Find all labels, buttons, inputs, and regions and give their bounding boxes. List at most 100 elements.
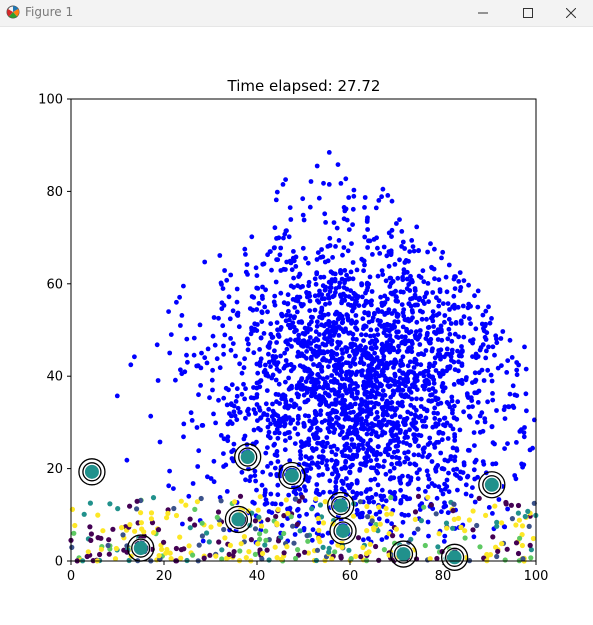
scatter-point bbox=[374, 356, 379, 362]
scatter-point bbox=[440, 491, 446, 497]
scatter-point bbox=[320, 283, 326, 289]
scatter-point bbox=[428, 241, 433, 247]
scatter-point bbox=[364, 414, 370, 420]
scatter-point bbox=[278, 290, 284, 296]
scatter-point bbox=[290, 297, 296, 302]
scatter-point bbox=[422, 301, 427, 306]
scatter-point bbox=[436, 484, 442, 490]
scatter-point bbox=[367, 509, 372, 515]
scatter-point bbox=[360, 544, 366, 551]
scatter-point bbox=[363, 324, 369, 329]
scatter-point bbox=[318, 412, 323, 417]
scatter-point bbox=[293, 402, 299, 408]
scatter-point bbox=[258, 523, 265, 529]
scatter-point bbox=[257, 384, 263, 390]
scatter-point bbox=[301, 443, 307, 448]
scatter-point bbox=[254, 439, 259, 445]
scatter-point bbox=[393, 298, 399, 304]
scatter-point bbox=[192, 522, 198, 528]
title-bar[interactable]: Figure 1 bbox=[0, 0, 593, 27]
scatter-point bbox=[424, 316, 429, 322]
scatter-point bbox=[106, 551, 112, 557]
scatter-point bbox=[456, 368, 461, 374]
scatter-point bbox=[387, 489, 393, 495]
scatter-point bbox=[98, 535, 104, 541]
scatter-point bbox=[246, 406, 251, 412]
scatter-point bbox=[177, 534, 183, 540]
close-button[interactable] bbox=[548, 0, 593, 26]
scatter-point bbox=[443, 503, 449, 509]
scatter-point bbox=[360, 442, 365, 448]
scatter-point bbox=[155, 378, 161, 383]
scatter-point bbox=[272, 293, 278, 299]
maximize-button[interactable] bbox=[505, 0, 550, 26]
minimize-button[interactable] bbox=[460, 0, 505, 26]
scatter-point bbox=[366, 319, 372, 325]
scatter-point bbox=[410, 309, 415, 315]
scatter-point bbox=[326, 150, 332, 155]
scatter-point bbox=[477, 429, 483, 435]
scatter-point bbox=[423, 489, 428, 494]
scatter-chart[interactable]: Time elapsed: 27.72 0 20 40 60 80 100 0204060… bbox=[0, 27, 593, 621]
scatter-point bbox=[395, 425, 400, 431]
scatter-point bbox=[383, 377, 388, 383]
figure-canvas[interactable]: Time elapsed: 27.72 0 20 40 60 80 100 0 20 40 60… bbox=[0, 27, 593, 621]
ringed-point bbox=[78, 458, 106, 486]
scatter-point bbox=[396, 329, 401, 335]
scatter-point bbox=[307, 298, 313, 304]
scatter-point bbox=[222, 268, 228, 273]
scatter-point bbox=[134, 506, 140, 512]
scatter-point bbox=[471, 534, 477, 540]
scatter-point bbox=[365, 401, 371, 406]
scatter-point bbox=[297, 487, 303, 492]
scatter-point bbox=[319, 364, 325, 370]
scatter-point bbox=[69, 544, 75, 551]
scatter-point bbox=[87, 524, 93, 530]
scatter-point bbox=[401, 267, 407, 273]
scatter-point bbox=[412, 516, 418, 522]
scatter-point bbox=[430, 309, 436, 314]
scatter-point bbox=[228, 413, 234, 419]
scatter-point bbox=[248, 331, 254, 337]
scatter-point bbox=[410, 244, 416, 250]
scatter-point bbox=[157, 439, 163, 445]
scatter-point bbox=[383, 498, 389, 504]
scatter-point bbox=[440, 249, 446, 255]
scatter-point bbox=[200, 538, 206, 544]
scatter-point bbox=[461, 334, 467, 340]
scatter-point bbox=[95, 512, 101, 518]
scatter-point bbox=[329, 373, 335, 378]
scatter-point bbox=[350, 276, 356, 282]
scatter-point bbox=[471, 430, 477, 435]
scatter-point bbox=[368, 437, 373, 443]
scatter-point bbox=[390, 426, 396, 431]
scatter-point bbox=[350, 206, 356, 212]
scatter-point bbox=[127, 522, 133, 528]
scatter-point bbox=[358, 554, 364, 560]
scatter-point bbox=[417, 467, 422, 472]
scatter-point bbox=[322, 390, 328, 396]
scatter-point bbox=[306, 438, 312, 444]
scatter-point bbox=[448, 454, 454, 459]
scatter-point bbox=[191, 335, 197, 341]
scatter-point bbox=[361, 347, 366, 353]
scatter-point bbox=[288, 283, 294, 289]
scatter-point bbox=[333, 479, 339, 485]
scatter-point bbox=[283, 438, 288, 443]
scatter-point bbox=[304, 386, 309, 392]
scatter-point bbox=[247, 478, 253, 484]
scatter-point bbox=[310, 432, 316, 437]
scatter-point bbox=[184, 352, 189, 358]
scatter-point bbox=[302, 549, 308, 555]
scatter-point bbox=[327, 289, 333, 294]
scatter-point bbox=[380, 412, 386, 418]
scatter-point bbox=[254, 361, 260, 367]
scatter-point bbox=[391, 365, 396, 370]
scatter-point bbox=[281, 235, 286, 241]
scatter-point bbox=[299, 494, 305, 500]
scatter-point bbox=[400, 239, 406, 245]
scatter-point bbox=[297, 449, 303, 454]
scatter-point bbox=[332, 276, 338, 282]
scatter-point bbox=[303, 488, 308, 493]
scatter-point bbox=[377, 251, 383, 256]
